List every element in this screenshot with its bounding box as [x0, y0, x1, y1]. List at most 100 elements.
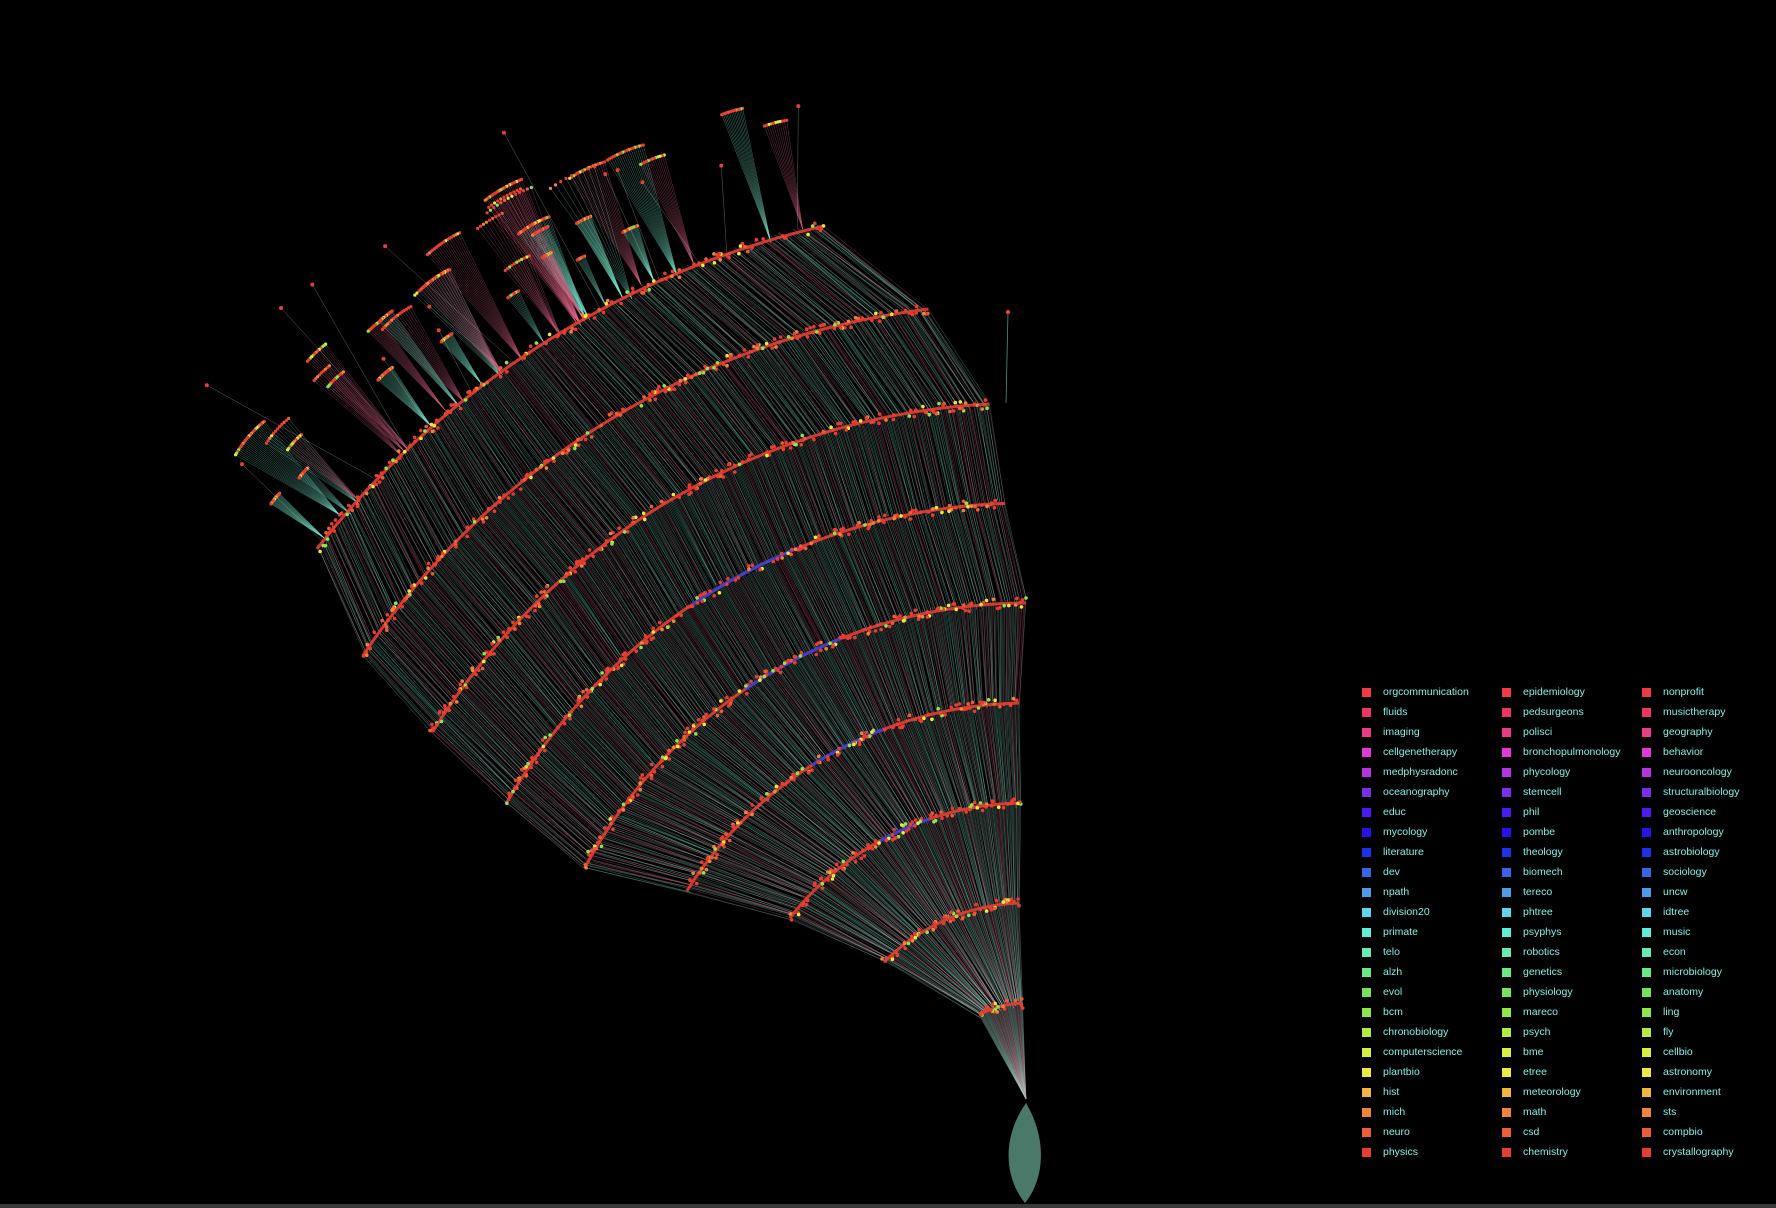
tree-node	[505, 801, 509, 806]
tree-edge	[921, 928, 994, 1009]
tree-edge	[905, 946, 986, 1012]
tree-edge	[972, 702, 992, 806]
tree-node	[675, 613, 679, 618]
tree-edge	[718, 593, 766, 672]
tree-node	[520, 478, 524, 483]
tree-edge	[622, 654, 690, 736]
tree-edge	[607, 669, 676, 753]
tree-edge	[865, 732, 919, 820]
tree-node	[685, 726, 690, 731]
tree-edge	[604, 832, 700, 864]
tree-edge	[884, 317, 947, 410]
tree-edge	[737, 580, 786, 663]
tree-edge	[1000, 1010, 1027, 1100]
tree-edge	[753, 805, 842, 870]
tree-edge	[754, 571, 801, 654]
tree-node	[953, 400, 958, 405]
tree-node	[542, 590, 547, 594]
tree-node	[806, 770, 811, 775]
tree-edge	[822, 542, 863, 632]
tree-edge	[893, 419, 919, 517]
tree-edge	[752, 565, 802, 653]
tree-edge	[714, 848, 815, 896]
tree-edge	[795, 914, 887, 959]
tree-edge	[449, 704, 525, 781]
tree-node	[799, 650, 804, 655]
tree-node	[683, 380, 688, 385]
tree-edge	[775, 796, 857, 861]
tree-edge	[832, 754, 895, 830]
tree-node	[513, 778, 518, 783]
tree-edge	[936, 919, 998, 1009]
tree-edge	[988, 906, 1014, 1002]
tree-edge	[990, 603, 993, 703]
tree-edge	[897, 954, 982, 1013]
tree-edge	[979, 503, 1006, 602]
tree-node	[796, 912, 801, 917]
tree-edge	[651, 778, 738, 824]
tree-edge	[508, 624, 578, 708]
tree-edge	[601, 672, 670, 753]
tree-edge	[892, 727, 937, 813]
tree-edge	[735, 583, 785, 664]
tree-edge	[834, 324, 899, 414]
tree-node	[644, 641, 649, 645]
tree-node	[960, 916, 965, 921]
tree-edge	[880, 841, 938, 920]
tree-edge	[935, 921, 999, 1011]
tree-edge	[881, 730, 927, 818]
tree-edge	[445, 708, 522, 786]
tree-edge	[478, 662, 552, 742]
tree-node	[687, 492, 691, 497]
tree-node	[539, 465, 543, 469]
tree-edge	[912, 413, 937, 508]
tree-node	[964, 810, 968, 814]
tree-edge	[671, 620, 728, 702]
tree-edge	[948, 511, 978, 610]
tree-edge	[935, 920, 999, 1008]
tree-edge	[1008, 703, 1016, 804]
tree-edge	[797, 773, 873, 850]
tree-edge	[1015, 1006, 1027, 1100]
tree-edge	[824, 756, 893, 840]
tree-edge	[616, 670, 681, 748]
tree-edge	[994, 900, 1017, 1003]
tree-node	[789, 547, 794, 552]
tree-edge	[718, 854, 808, 893]
tree-edge	[592, 683, 662, 762]
tree-node	[957, 702, 962, 706]
tree-edge	[836, 746, 898, 830]
tree-edge	[697, 872, 801, 910]
tree-node	[752, 344, 756, 349]
tree-edge	[659, 505, 706, 591]
tree-edge	[742, 573, 791, 658]
tree-edge	[532, 760, 606, 832]
tree-edge	[977, 904, 1011, 1002]
tree-edge	[535, 603, 596, 686]
tree-edge	[790, 657, 851, 749]
tree-edge	[632, 796, 722, 839]
tree-edge	[892, 959, 982, 1016]
tree-edge	[977, 400, 995, 508]
tree-edge	[971, 506, 996, 607]
tree-edge	[870, 416, 898, 516]
tree-node	[543, 735, 547, 740]
tree-node	[581, 689, 585, 694]
tree-edge	[574, 571, 630, 650]
tree-edge	[977, 707, 995, 801]
tree-edge	[855, 421, 885, 523]
tree-edge	[718, 839, 817, 891]
tree-edge	[523, 768, 605, 842]
tree-edge	[886, 622, 917, 721]
tree-edge	[995, 800, 1006, 901]
tree-edge	[985, 501, 1010, 606]
tree-edge	[993, 508, 1017, 599]
tree-edge	[1008, 1000, 1027, 1100]
tree-node	[913, 824, 917, 828]
tree-node	[934, 813, 938, 818]
tree-node	[951, 602, 955, 606]
tree-edge	[921, 930, 993, 1012]
tree-edge	[1004, 1006, 1027, 1100]
tree-edge	[1013, 1001, 1027, 1100]
tree-edge	[1008, 604, 1014, 699]
